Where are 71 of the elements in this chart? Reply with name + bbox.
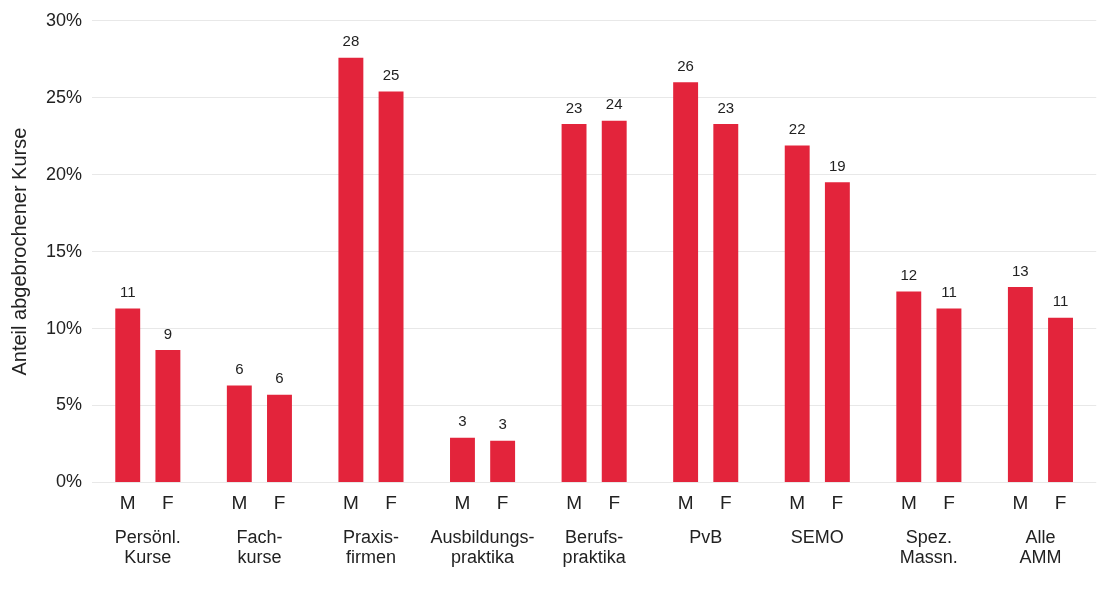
x-tick-label: Fach- kurse xyxy=(236,527,283,568)
data-label: 23 xyxy=(717,98,735,116)
bar xyxy=(115,308,141,482)
data-label: 11 xyxy=(941,283,957,301)
bar xyxy=(561,123,587,482)
bar xyxy=(155,350,181,482)
y-axis-title: Anteil abgebrochener Kurse xyxy=(7,127,30,376)
y-tick-label: 5% xyxy=(56,394,83,415)
y-tick-label: 25% xyxy=(46,86,83,107)
x-tick-label: Spez. Massn. xyxy=(899,527,958,568)
data-label: 3 xyxy=(498,415,507,433)
text: F xyxy=(496,492,509,514)
bar xyxy=(490,440,516,482)
text: F xyxy=(1054,492,1067,514)
data-label: 6 xyxy=(235,360,244,378)
text: F xyxy=(273,492,286,514)
x-tick-label: Praxis- firmen xyxy=(342,527,399,568)
x-tick-label: Persönl. Kurse xyxy=(114,527,181,568)
data-label: 13 xyxy=(1012,261,1029,279)
data-label: 24 xyxy=(605,95,623,113)
x-tick-label: Alle AMM xyxy=(1019,527,1062,568)
text: M xyxy=(342,492,359,514)
text: F xyxy=(385,492,397,514)
bar xyxy=(267,394,292,482)
bar xyxy=(1007,286,1033,482)
data-label: 9 xyxy=(163,324,173,342)
text: M xyxy=(900,492,917,514)
bar xyxy=(338,57,364,482)
y-tick-label: 15% xyxy=(46,240,83,261)
bar xyxy=(226,385,252,482)
x-tick-label: SEMO xyxy=(790,527,844,548)
bar xyxy=(896,291,922,482)
text: M xyxy=(677,492,694,514)
x-tick-label: Ausbildungs- praktika xyxy=(430,527,535,568)
data-label: 28 xyxy=(342,32,360,50)
data-label: 6 xyxy=(275,369,284,387)
text: F xyxy=(719,492,732,514)
data-label: 12 xyxy=(900,266,918,284)
bar xyxy=(936,308,962,482)
bar xyxy=(601,120,627,482)
bar xyxy=(824,182,850,482)
y-tick-label: 30% xyxy=(46,9,83,30)
text: M xyxy=(1012,492,1029,514)
text: M xyxy=(789,492,806,514)
data-label: 19 xyxy=(829,157,846,174)
data-label: 23 xyxy=(565,98,583,116)
series-label: F xyxy=(162,492,174,514)
x-tick-label: Berufs- praktika xyxy=(562,527,627,568)
data-label: 11 xyxy=(119,283,136,301)
x-tick-label: PvB xyxy=(689,527,723,548)
bar xyxy=(784,145,810,482)
bar xyxy=(1048,317,1073,482)
text: M xyxy=(566,492,582,514)
y-tick-label: 0% xyxy=(56,471,83,492)
data-label: 26 xyxy=(677,56,694,74)
data-label: 25 xyxy=(382,66,400,84)
text: F xyxy=(943,492,955,514)
text: F xyxy=(608,492,621,514)
data-label: 22 xyxy=(788,120,806,138)
bar xyxy=(713,123,739,482)
text: M xyxy=(231,492,248,514)
bar xyxy=(378,91,404,482)
data-label: 11 xyxy=(1052,292,1069,310)
y-tick-label: 10% xyxy=(46,317,83,338)
y-tick-label: 20% xyxy=(46,163,83,184)
data-label: 3 xyxy=(458,412,467,430)
series-label: M xyxy=(119,492,136,514)
text: M xyxy=(454,492,471,514)
text: F xyxy=(831,492,844,514)
bar xyxy=(673,82,699,482)
bar xyxy=(450,437,475,482)
